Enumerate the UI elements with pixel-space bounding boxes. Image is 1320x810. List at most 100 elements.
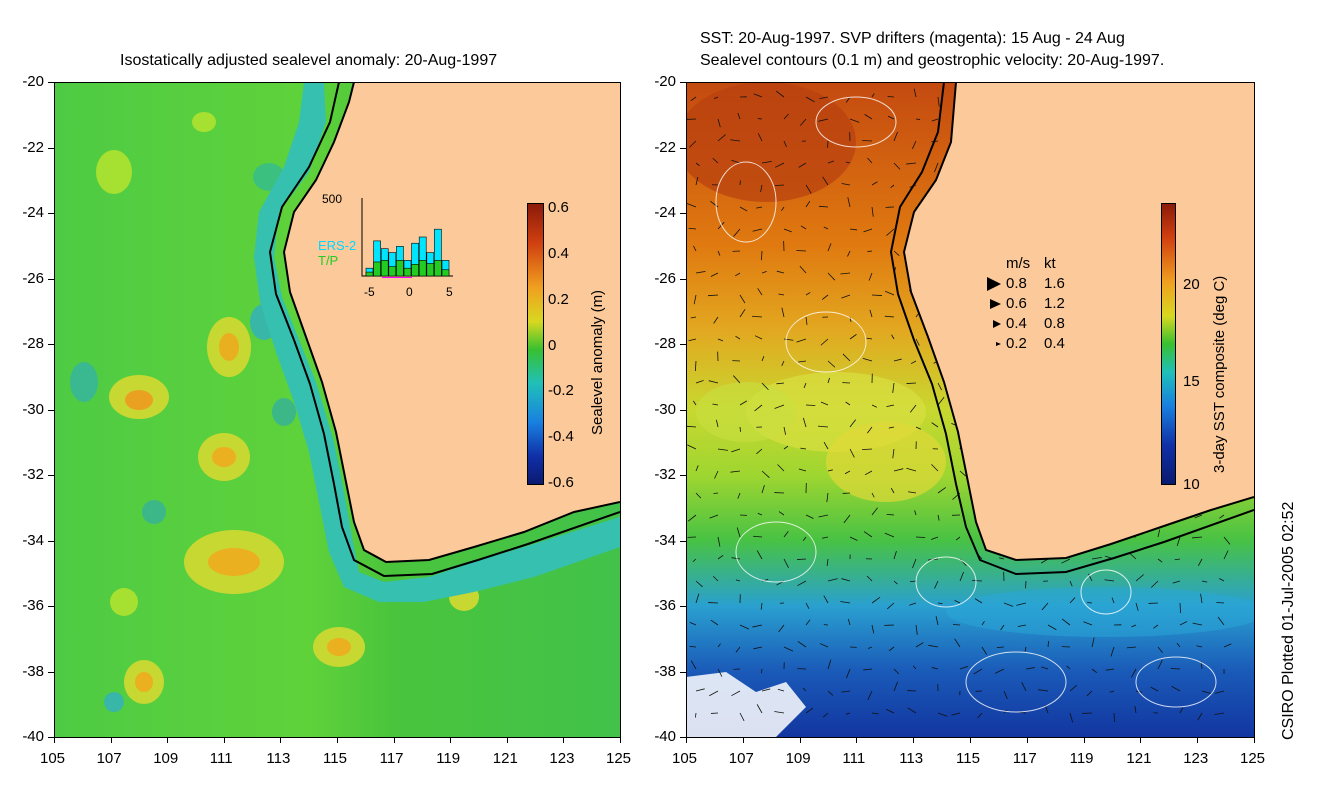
velocity-arrow <box>915 624 918 635</box>
velocity-arrow <box>1192 536 1203 539</box>
velocity-arrow <box>867 157 873 164</box>
left-y-tick-label: -24 <box>22 204 44 221</box>
velocity-arrow <box>909 602 917 606</box>
left-y-tick-label: -36 <box>22 597 44 614</box>
velocity-arrow <box>717 554 724 560</box>
velocity-arrow <box>761 250 763 261</box>
velocity-arrow <box>892 382 895 393</box>
velocity-arrow <box>827 578 838 582</box>
velocity-arrow <box>906 382 917 384</box>
left-x-tick-label: 125 <box>606 750 632 767</box>
velocity-legend-kt: 1.2 <box>1044 295 1065 312</box>
left-x-tick-label: 121 <box>492 750 518 767</box>
velocity-arrow <box>861 448 873 451</box>
velocity-arrow <box>1214 712 1225 715</box>
velocity-arrow <box>757 288 763 296</box>
velocity-arrow <box>800 225 807 230</box>
velocity-arrow <box>1025 667 1035 670</box>
velocity-arrow <box>893 550 897 560</box>
velocity-arrow <box>717 221 725 230</box>
velocity-arrow <box>818 118 829 122</box>
velocity-arrow <box>845 712 851 715</box>
sealevel-colorbar-tick: -0.2 <box>548 382 574 400</box>
velocity-arrow <box>912 665 917 670</box>
velocity-arrow <box>761 688 771 692</box>
velocity-arrow <box>893 668 899 675</box>
inset-bar-tp <box>373 261 381 277</box>
velocity-legend-arrow-icon <box>993 320 1001 328</box>
right-y-tick-label: -20 <box>654 73 676 90</box>
velocity-arrow <box>841 690 851 693</box>
velocity-arrow <box>1017 624 1027 627</box>
velocity-arrow <box>802 687 807 692</box>
velocity-arrow <box>754 404 763 412</box>
velocity-legend-kt: 0.8 <box>1044 315 1065 332</box>
velocity-arrow <box>849 448 855 458</box>
velocity-arrow <box>892 448 895 459</box>
right-y-tick-mark <box>680 540 686 542</box>
velocity-arrow <box>710 200 719 208</box>
velocity-arrow <box>869 309 873 318</box>
velocity-arrow <box>1024 646 1027 652</box>
velocity-arrow <box>756 704 763 714</box>
velocity-arrow <box>761 484 765 494</box>
velocity-arrow <box>733 375 741 384</box>
velocity-arrow <box>915 642 924 648</box>
inset-xtick-1: 0 <box>406 285 413 299</box>
velocity-arrow <box>1088 573 1093 582</box>
velocity-arrow <box>753 646 763 650</box>
left-x-tick-label: 109 <box>153 750 179 767</box>
left-y-tick-mark <box>48 278 54 280</box>
left-x-tick-label: 113 <box>266 750 291 767</box>
velocity-arrow <box>1196 645 1203 648</box>
velocity-arrow <box>739 400 748 406</box>
velocity-arrow <box>805 619 811 626</box>
velocity-arrow <box>695 688 705 692</box>
inset-bar-tp <box>434 260 442 277</box>
velocity-arrow <box>756 448 763 455</box>
velocity-arrow <box>774 711 785 714</box>
velocity-arrow <box>695 162 700 167</box>
velocity-arrow <box>753 93 763 98</box>
velocity-arrow <box>695 712 697 718</box>
velocity-arrow <box>717 338 724 342</box>
left-y-tick-label: -40 <box>22 728 44 745</box>
left-x-tick-label: 107 <box>96 750 122 767</box>
velocity-arrow <box>1176 642 1181 648</box>
velocity-arrow <box>717 250 721 256</box>
velocity-arrow <box>819 96 829 99</box>
velocity-arrow <box>864 470 873 476</box>
velocity-arrow <box>1126 646 1137 649</box>
velocity-arrow <box>805 316 808 325</box>
velocity-arrow <box>739 206 748 212</box>
velocity-arrow <box>1109 690 1115 693</box>
right-y-tick-label: -32 <box>654 466 676 483</box>
left-x-tick-label: 123 <box>549 750 575 767</box>
velocity-arrow <box>695 465 699 472</box>
velocity-arrow <box>1104 579 1115 582</box>
velocity-legend-ms: 0.6 <box>1006 295 1027 312</box>
right-x-tick-mark <box>1026 737 1028 743</box>
right-x-tick-label: 117 <box>1012 750 1037 767</box>
data-count-inset: 500 ERS-2 T/P -5 0 5 <box>300 190 460 300</box>
velocity-arrow <box>737 112 741 120</box>
velocity-arrow <box>713 96 719 99</box>
velocity-arrow <box>1091 668 1098 673</box>
velocity-arrow <box>690 96 697 102</box>
velocity-legend-kt: 1.6 <box>1044 275 1065 292</box>
velocity-arrow <box>893 468 904 472</box>
velocity-arrow <box>739 624 750 630</box>
inset-drifter-period <box>382 277 412 278</box>
velocity-arrow <box>871 181 878 186</box>
velocity-arrow <box>884 532 895 538</box>
velocity-arrow <box>1176 536 1181 547</box>
left-y-tick-mark <box>48 82 54 83</box>
velocity-arrow <box>761 470 770 478</box>
inset-bar-tp <box>388 266 397 277</box>
velocity-arrow <box>805 707 814 714</box>
velocity-arrow <box>712 403 719 406</box>
velocity-arrow <box>818 425 829 428</box>
velocity-arrow <box>1131 668 1137 678</box>
right-y-tick-label: -28 <box>654 335 676 352</box>
velocity-arrow <box>827 469 833 472</box>
